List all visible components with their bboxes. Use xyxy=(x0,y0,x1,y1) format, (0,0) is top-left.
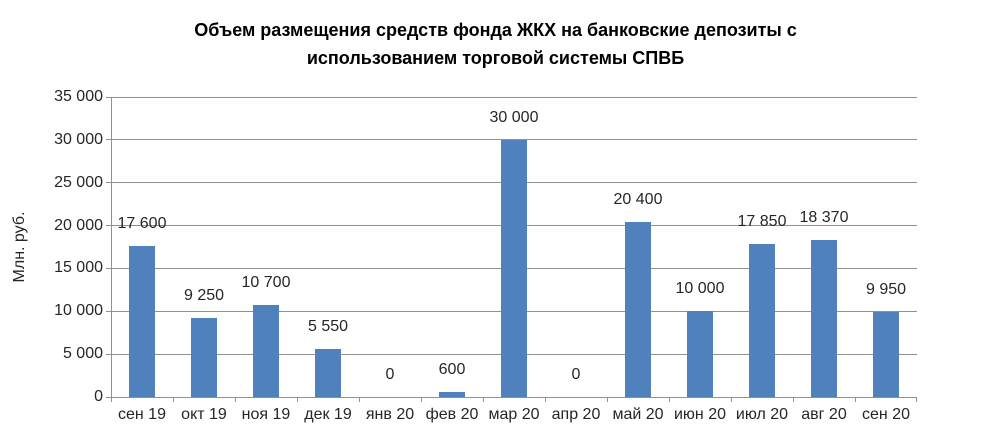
x-axis-tick xyxy=(297,397,298,402)
x-tick-label: июн 20 xyxy=(673,406,726,423)
x-axis-tick xyxy=(111,397,112,402)
x-tick-label: янв 20 xyxy=(365,406,415,423)
data-label: 10 000 xyxy=(675,280,725,298)
y-tick-label: 35 000 xyxy=(54,88,103,105)
y-tick-label: 15 000 xyxy=(54,259,103,277)
x-axis-tick xyxy=(545,397,546,402)
y-tick-label: 20 000 xyxy=(54,216,103,234)
x-axis-tick xyxy=(916,397,917,402)
x-axis-tick xyxy=(793,397,794,402)
x-axis-tick xyxy=(235,397,236,402)
x-tick-label: дек 19 xyxy=(304,406,352,423)
data-label: 9 250 xyxy=(183,286,225,304)
data-label: 5 550 xyxy=(307,318,349,336)
data-label: 9 950 xyxy=(865,280,907,298)
x-tick-label: апр 20 xyxy=(551,406,601,423)
bar xyxy=(439,391,465,397)
data-label: 17 850 xyxy=(737,213,787,230)
x-axis-tick xyxy=(359,397,360,402)
x-tick-label: сен 20 xyxy=(862,406,910,423)
gridline xyxy=(111,96,917,98)
bar xyxy=(749,244,775,397)
x-tick-label: сен 19 xyxy=(118,406,166,423)
gridline xyxy=(111,396,917,398)
y-axis-tick xyxy=(106,310,111,312)
gridline xyxy=(111,139,917,141)
x-tick-label: май 20 xyxy=(612,406,664,423)
bar xyxy=(687,311,713,397)
bar xyxy=(315,349,341,397)
x-tick-label: фев 20 xyxy=(425,406,479,423)
plot-area: 0 5 000 10 000 15 000 20 000 25 000 30 000 35 0… xyxy=(54,88,917,423)
data-label: 600 xyxy=(438,360,466,378)
bar xyxy=(191,317,217,397)
bar xyxy=(873,311,899,397)
x-axis-tick xyxy=(607,397,608,402)
y-tick-label: 30 000 xyxy=(54,130,103,148)
y-axis-tick xyxy=(106,139,111,141)
y-tick-label: 10 000 xyxy=(54,302,103,320)
data-label: 10 700 xyxy=(241,274,291,292)
y-axis-tick xyxy=(106,396,111,398)
x-tick-label: мар 20 xyxy=(488,406,540,423)
data-label: 0 xyxy=(571,366,581,383)
x-axis-tick xyxy=(483,397,484,402)
x-tick-label: авг 20 xyxy=(801,406,847,423)
data-label: 18 370 xyxy=(799,208,849,226)
bar xyxy=(253,305,279,397)
chart-title-line-1: Объем размещения средств фонда ЖКХ на ба… xyxy=(194,20,797,40)
data-label: 20 400 xyxy=(613,191,663,209)
x-axis-tick xyxy=(173,397,174,402)
data-label: 0 xyxy=(385,366,395,383)
y-axis-tick xyxy=(106,267,111,269)
x-axis-tick xyxy=(421,397,422,402)
y-axis-line xyxy=(111,97,112,401)
bar xyxy=(501,139,527,397)
y-axis-tick xyxy=(106,225,111,227)
y-axis-tick xyxy=(106,182,111,184)
x-axis-tick xyxy=(731,397,732,402)
x-tick-label: июл 20 xyxy=(735,406,789,423)
bar xyxy=(129,246,155,397)
bar xyxy=(625,222,651,397)
y-tick-label: 25 000 xyxy=(54,173,103,191)
x-axis-tick xyxy=(855,397,856,402)
x-axis-tick xyxy=(669,397,670,402)
bar xyxy=(811,239,837,397)
data-label: 17 600 xyxy=(117,215,167,233)
chart-title-line-2: использованием торговой системы СПВБ xyxy=(306,48,685,68)
y-axis-tick xyxy=(106,353,111,355)
y-axis-tick xyxy=(106,96,111,98)
chart-title: Объем размещения средств фонда ЖКХ на ба… xyxy=(0,16,991,72)
y-tick-label: 0 xyxy=(94,388,103,405)
x-tick-label: ноя 19 xyxy=(241,406,291,423)
x-tick-label: окт 19 xyxy=(181,406,227,423)
data-label: 30 000 xyxy=(489,108,539,126)
y-tick-label: 5 000 xyxy=(62,345,103,363)
